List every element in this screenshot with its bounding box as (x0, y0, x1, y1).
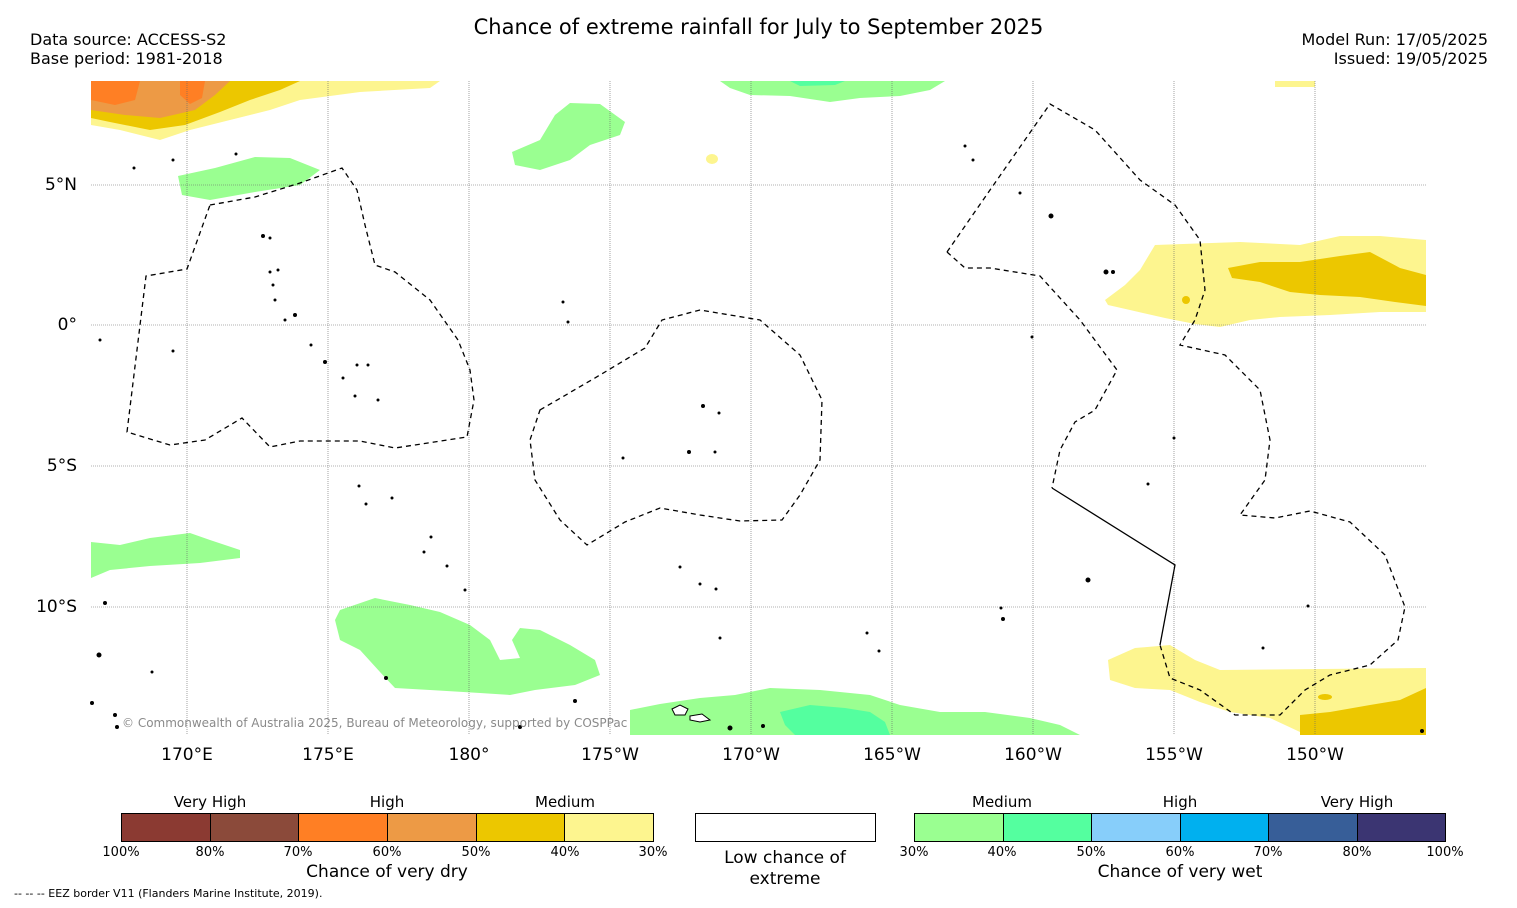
wet-area-west (91, 533, 240, 578)
dry-tick: 70% (283, 845, 313, 860)
low-chance-swatch (695, 813, 876, 842)
dry-spot-topright (1275, 81, 1315, 87)
wet-area-southwest (335, 598, 600, 695)
lon-label-155w: 155°W (1145, 745, 1203, 765)
dry-tick: 50% (461, 845, 491, 860)
base-period-text: Base period: 1981-2018 (30, 49, 223, 68)
issued-text: Issued: 19/05/2025 (1333, 49, 1488, 68)
lon-label-170e: 170°E (161, 745, 213, 765)
dry-colorbar (121, 813, 654, 842)
eez-borders (126, 103, 1406, 716)
dry-category-high: High (369, 793, 405, 811)
eez-border-phoenix-east (946, 251, 1118, 489)
wet-category-medium: Medium (972, 793, 1032, 811)
dry-swatch-6 (565, 814, 654, 841)
wet-swatch-2 (1003, 814, 1092, 841)
dry-swatch-3 (299, 814, 389, 841)
wet-swatch-3 (1092, 814, 1181, 841)
data-source-text: Data source: ACCESS-S2 (30, 30, 227, 49)
lon-label-170w: 170°W (722, 745, 780, 765)
lon-label-180: 180° (448, 745, 490, 765)
wet-tick: 80% (1342, 845, 1372, 860)
eez-border-note: -- -- -- EEZ border V11 (Flanders Marine… (14, 887, 323, 900)
lat-label-5s: 5°S (46, 456, 77, 476)
lat-label-0: 0° (57, 315, 77, 335)
lon-label-150w: 150°W (1286, 745, 1344, 765)
dry-spot-north (706, 154, 718, 164)
wet-tick: 30% (899, 845, 929, 860)
eez-border-line-islands (946, 103, 1406, 716)
wet-tick: 40% (987, 845, 1017, 860)
dry-tick: 30% (638, 845, 668, 860)
samoa-islands (671, 704, 712, 723)
wet-area-north-strip (720, 81, 945, 102)
wet-swatch-5 (1269, 814, 1358, 841)
dry-tick: 80% (195, 845, 225, 860)
eez-border-solid (1051, 487, 1176, 646)
data-source-block: Data source: ACCESS-S2 Base period: 1981… (30, 30, 226, 68)
dry-swatch-4 (388, 814, 477, 841)
lon-label-175e: 175°E (302, 745, 354, 765)
dry-swatch-1 (122, 814, 211, 841)
dry-swatch-2 (210, 814, 300, 841)
eez-border-tokelau-samoa (529, 309, 823, 546)
map-title: Chance of extreme rainfall for July to S… (473, 15, 1044, 39)
wet-tick: 60% (1165, 845, 1195, 860)
wet-area-north-center (512, 103, 625, 170)
dry-area-60-topleft (91, 81, 140, 105)
lon-label-160w: 160°W (1004, 745, 1062, 765)
wet-colorbar-label: Chance of very wet (1097, 862, 1263, 882)
dry-tick: 60% (372, 845, 402, 860)
wet-category-very-high: Very High (1320, 793, 1394, 811)
copyright-notice: © Commonwealth of Australia 2025, Bureau… (122, 716, 628, 730)
dry-spot-east (1182, 296, 1190, 304)
model-run-text: Model Run: 17/05/2025 (1301, 30, 1489, 49)
wet-swatch-1 (915, 814, 1004, 841)
wet-area-south-40 (780, 705, 890, 735)
wet-tick: 70% (1253, 845, 1283, 860)
dry-area-40-east (1228, 252, 1426, 306)
wet-category-high: High (1162, 793, 1198, 811)
islands (90, 144, 1424, 733)
lon-label-175w: 175°W (581, 745, 639, 765)
map-fields (91, 81, 1426, 735)
dry-tick: 40% (550, 845, 580, 860)
dry-category-medium: Medium (535, 793, 595, 811)
wet-colorbar (914, 813, 1446, 842)
wet-swatch-4 (1180, 814, 1269, 841)
dry-category-very-high: Very High (173, 793, 247, 811)
eez-border-kiribati-gilbert (126, 167, 475, 449)
graticule (91, 81, 1426, 735)
lon-label-165w: 165°W (863, 745, 921, 765)
wet-area-north-strip-40 (790, 81, 845, 86)
wet-swatch-6 (1357, 814, 1445, 841)
wet-area-nw (178, 157, 320, 200)
run-info-block: Model Run: 17/05/2025 Issued: 19/05/2025 (1302, 30, 1489, 68)
wet-tick: 100% (1426, 845, 1464, 860)
dry-area-60b-topleft (180, 81, 205, 104)
dry-colorbar-label: Chance of very dry (306, 862, 468, 882)
low-chance-label: Low chance of extreme (724, 848, 846, 889)
dry-spot-southeast (1318, 694, 1332, 700)
dry-area-40-southeast (1300, 688, 1426, 735)
lat-label-10s: 10°S (36, 597, 77, 617)
dry-tick: 100% (102, 845, 140, 860)
dry-swatch-5 (476, 814, 566, 841)
lat-label-5n: 5°N (44, 175, 77, 195)
wet-tick: 50% (1076, 845, 1106, 860)
